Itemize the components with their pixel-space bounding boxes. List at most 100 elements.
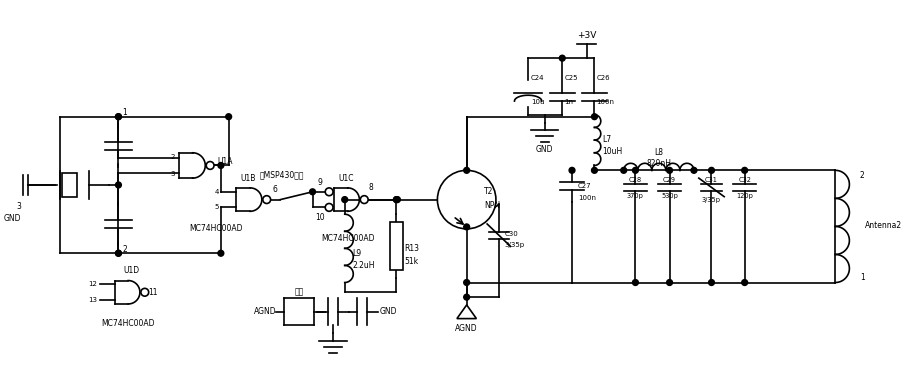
Text: C30: C30	[505, 231, 519, 237]
Circle shape	[569, 167, 575, 173]
FancyBboxPatch shape	[390, 222, 404, 270]
Circle shape	[360, 196, 368, 203]
Text: C24: C24	[531, 75, 545, 81]
Text: 3/35p: 3/35p	[505, 243, 525, 248]
Circle shape	[116, 250, 121, 256]
Text: AGND: AGND	[455, 324, 478, 333]
Text: 1n: 1n	[564, 99, 573, 105]
Circle shape	[116, 250, 121, 256]
Circle shape	[394, 197, 399, 203]
Circle shape	[206, 161, 214, 169]
Text: T2: T2	[484, 187, 493, 196]
Circle shape	[667, 167, 672, 173]
Text: L9: L9	[353, 249, 362, 258]
Circle shape	[437, 170, 496, 229]
Circle shape	[395, 197, 400, 203]
Text: MC74HC00AD: MC74HC00AD	[321, 234, 375, 243]
Circle shape	[141, 288, 148, 296]
Circle shape	[709, 167, 714, 173]
Text: 10u: 10u	[531, 99, 545, 105]
Circle shape	[592, 114, 597, 120]
Text: 1: 1	[122, 108, 127, 117]
Text: 3: 3	[170, 171, 175, 177]
Text: 5: 5	[214, 204, 219, 210]
Circle shape	[742, 167, 748, 173]
Circle shape	[325, 188, 333, 196]
Text: 530p: 530p	[662, 193, 678, 199]
Text: R13: R13	[405, 244, 419, 253]
Text: 100n: 100n	[578, 195, 595, 201]
Text: MC74HC00AD: MC74HC00AD	[189, 224, 243, 233]
Circle shape	[463, 294, 470, 300]
Text: L8: L8	[654, 148, 663, 157]
Text: GND: GND	[4, 214, 21, 223]
Circle shape	[394, 197, 399, 203]
Circle shape	[463, 167, 470, 173]
Circle shape	[218, 250, 224, 256]
Text: 11: 11	[148, 288, 158, 297]
Text: 10uH: 10uH	[602, 147, 623, 156]
Text: 12: 12	[88, 281, 97, 287]
Polygon shape	[457, 305, 476, 319]
Circle shape	[463, 224, 470, 230]
Circle shape	[116, 114, 121, 120]
Text: 8: 8	[368, 184, 374, 192]
Text: MC74HC00AD: MC74HC00AD	[101, 319, 155, 328]
Text: NPN: NPN	[484, 201, 500, 210]
Circle shape	[691, 167, 697, 173]
Circle shape	[592, 167, 597, 173]
Text: 10: 10	[316, 212, 325, 222]
Text: 3: 3	[16, 202, 21, 211]
Text: C28: C28	[629, 177, 642, 183]
Circle shape	[218, 163, 224, 168]
Text: GND: GND	[380, 307, 397, 316]
Text: 51k: 51k	[405, 257, 418, 266]
Circle shape	[633, 280, 638, 286]
Text: 4: 4	[214, 189, 219, 195]
Circle shape	[310, 189, 316, 195]
Circle shape	[225, 114, 232, 120]
Text: 370p: 370p	[627, 193, 643, 199]
FancyBboxPatch shape	[62, 173, 78, 197]
Text: U1D: U1D	[123, 266, 139, 275]
Text: U1B: U1B	[241, 174, 256, 183]
Circle shape	[559, 55, 566, 61]
Circle shape	[116, 182, 121, 188]
Circle shape	[633, 167, 638, 173]
Text: 2.2uH: 2.2uH	[353, 261, 375, 270]
Text: C25: C25	[564, 75, 577, 81]
Text: Antenna2: Antenna2	[864, 221, 901, 230]
Text: C27: C27	[578, 183, 592, 189]
Text: L7: L7	[602, 135, 612, 143]
Text: C26: C26	[596, 75, 610, 81]
Circle shape	[463, 280, 470, 286]
Circle shape	[342, 197, 348, 203]
Text: 2: 2	[171, 154, 175, 160]
Text: 100n: 100n	[596, 99, 614, 105]
Circle shape	[262, 196, 271, 203]
Text: 3/35p: 3/35p	[702, 197, 721, 203]
Circle shape	[742, 280, 748, 286]
Text: 820nH: 820nH	[646, 159, 672, 168]
Text: U1C: U1C	[338, 174, 354, 183]
Circle shape	[667, 280, 672, 286]
Text: 13: 13	[88, 297, 97, 303]
Text: 2: 2	[122, 245, 127, 254]
Text: C31: C31	[705, 177, 718, 183]
Text: 接MSP430接口: 接MSP430接口	[260, 171, 304, 180]
Text: 1: 1	[860, 273, 864, 282]
Text: AGND: AGND	[253, 307, 276, 316]
Circle shape	[116, 114, 121, 120]
Text: C29: C29	[663, 177, 676, 183]
Text: 2: 2	[860, 171, 864, 180]
Text: GND: GND	[536, 145, 554, 155]
Text: 9: 9	[318, 178, 323, 186]
Circle shape	[621, 167, 626, 173]
Text: 6: 6	[272, 185, 277, 195]
Text: C32: C32	[738, 177, 751, 183]
Circle shape	[709, 280, 714, 286]
Text: +3V: +3V	[577, 31, 596, 40]
Text: U1A: U1A	[217, 157, 233, 166]
Text: 磁珠: 磁珠	[294, 288, 303, 297]
Text: 120p: 120p	[737, 193, 753, 199]
